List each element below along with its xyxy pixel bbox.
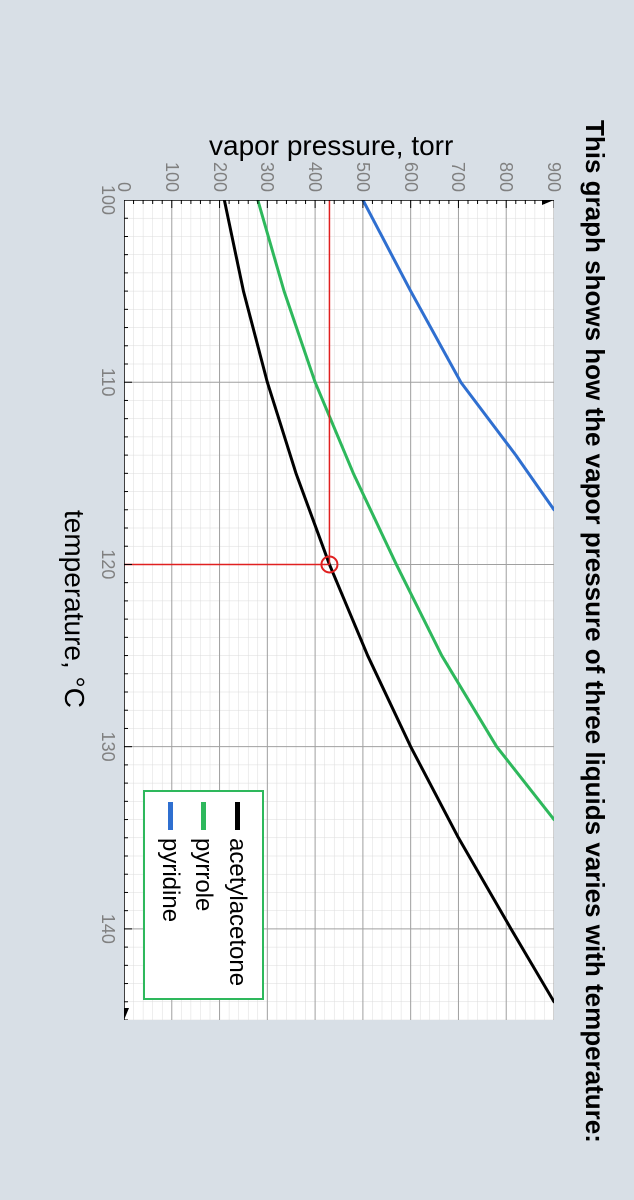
legend-item: acetylacetone [220, 802, 254, 986]
chart-caption: This graph shows how the vapor pressure … [579, 120, 610, 1143]
y-tick-label: 300 [256, 142, 277, 192]
x-tick-label: 130 [97, 727, 118, 767]
legend-item: pyrrole [187, 802, 221, 986]
legend-swatch [235, 802, 240, 830]
legend-label: pyridine [153, 838, 187, 922]
y-tick-label: 400 [304, 142, 325, 192]
x-tick-label: 140 [97, 909, 118, 949]
y-tick-label: 200 [209, 142, 230, 192]
x-tick-label: 110 [97, 362, 118, 402]
chart-legend: acetylacetonepyrrolepyridine [143, 790, 264, 1000]
legend-swatch [168, 802, 173, 830]
y-tick-label: 100 [161, 142, 182, 192]
y-tick-label: 600 [400, 142, 421, 192]
x-tick-label: 100 [97, 180, 118, 220]
legend-label: acetylacetone [220, 838, 254, 986]
y-tick-label: 500 [352, 142, 373, 192]
rotated-content: This graph shows how the vapor pressure … [0, 0, 634, 1200]
legend-label: pyrrole [187, 838, 221, 911]
legend-swatch [201, 802, 206, 830]
y-tick-label: 800 [495, 142, 516, 192]
y-tick-label: 900 [543, 142, 564, 192]
legend-item: pyridine [153, 802, 187, 986]
y-tick-label: 700 [447, 142, 468, 192]
x-axis-label: temperature, °C [58, 510, 90, 708]
x-tick-label: 120 [97, 544, 118, 584]
